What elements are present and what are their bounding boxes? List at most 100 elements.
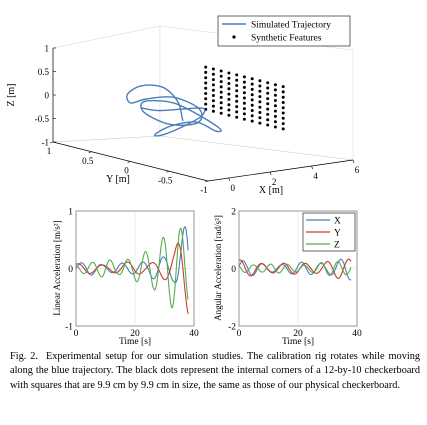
z-tick-label: 0	[45, 91, 50, 101]
feature-point	[266, 118, 270, 122]
feature-point	[235, 73, 239, 77]
feature-point	[242, 96, 246, 100]
feature-point	[235, 84, 239, 87]
feature-point	[250, 109, 254, 112]
y-tick-label: 0	[231, 265, 236, 275]
feature-point	[227, 113, 231, 117]
legend-features-label: Synthetic Features	[251, 34, 322, 44]
trajectory-3d-plot: 1 0.5 0 -0.5 -1 1 0.5 0 -0.5 -1 0 2 4 6 Z [m] Y [m]…	[6, 15, 360, 196]
linear-x-label: Time [s]	[119, 337, 151, 347]
feature-point	[227, 108, 231, 112]
feature-point	[235, 105, 239, 109]
y-tick-label: 1	[68, 208, 73, 218]
x-tick-label: 2	[272, 177, 277, 187]
feature-point	[227, 87, 231, 91]
x-tick-mark	[352, 159, 355, 164]
feature-point	[242, 107, 246, 111]
x-tick-mark	[228, 177, 230, 182]
legend-y-label: Y	[334, 229, 341, 239]
feature-point	[219, 101, 223, 105]
feature-point	[250, 103, 254, 107]
feature-point	[235, 99, 239, 103]
feature-point	[235, 110, 239, 114]
synthetic-features-grid	[204, 65, 285, 131]
feature-point	[258, 121, 262, 125]
feature-point	[219, 80, 223, 84]
feature-point	[242, 75, 246, 79]
feature-point	[273, 104, 277, 108]
feature-point	[250, 114, 254, 118]
y-tick-mark	[127, 161, 131, 163]
legend-features-swatch	[232, 35, 236, 39]
z-tick-label: -0.5	[35, 114, 50, 124]
linear-series	[75, 226, 189, 315]
feature-point	[219, 90, 223, 94]
feature-point	[219, 85, 223, 89]
feature-point	[258, 105, 262, 109]
caption-label: Fig. 2.	[10, 351, 38, 362]
y-tick-label: 0	[68, 265, 73, 275]
z-tick-label: 0.5	[38, 67, 50, 77]
caption-text: Experimental setup for our simulation st…	[10, 351, 421, 391]
feature-point	[266, 123, 270, 127]
angular-series	[238, 258, 352, 281]
legend-angular: X Y Z	[302, 212, 356, 252]
feature-point	[219, 95, 223, 99]
x-tick-mark	[269, 171, 272, 176]
y-tick-label: 1	[47, 146, 52, 156]
y-tick-mark	[49, 141, 54, 144]
feature-point	[273, 93, 277, 97]
feature-point	[227, 92, 231, 96]
feature-point	[211, 83, 215, 87]
feature-point	[266, 97, 270, 101]
feature-point	[281, 111, 285, 115]
feature-point	[250, 98, 254, 102]
feature-point	[281, 85, 285, 89]
feature-point	[281, 116, 285, 120]
feature-point	[204, 92, 208, 95]
feature-point	[204, 65, 208, 69]
series-line-z	[75, 227, 189, 309]
z-ticks: 1 0.5 0 -0.5 -1	[35, 44, 56, 148]
y-tick-label: -0.5	[158, 175, 173, 185]
feature-point	[235, 89, 239, 93]
feature-point	[281, 90, 285, 94]
feature-point	[273, 83, 277, 87]
feature-point	[273, 109, 277, 113]
feature-point	[227, 97, 231, 101]
feature-point	[211, 104, 215, 108]
feature-point	[266, 81, 270, 85]
feature-point	[204, 81, 208, 85]
legend-3d: Simulated Trajectory Synthetic Features	[217, 15, 351, 47]
feature-point	[258, 79, 262, 83]
y-tick-label: 2	[231, 208, 236, 218]
z-axis-label: Z [m]	[6, 83, 17, 106]
linear-y-label: Linear Acceleration [m/s²]	[52, 220, 62, 315]
y-tick-label: -2	[228, 323, 236, 333]
feature-point	[227, 82, 231, 85]
y-tick-label: 0	[124, 166, 129, 176]
feature-point	[219, 106, 223, 110]
feature-point	[242, 101, 246, 105]
feature-point	[266, 91, 270, 95]
feature-point	[204, 70, 208, 74]
feature-point	[281, 122, 285, 126]
y-tick-mark	[204, 180, 209, 183]
feature-point	[211, 109, 215, 113]
feature-point	[219, 69, 223, 73]
x-tick-label: 0	[74, 329, 79, 339]
series-line-y	[75, 242, 189, 315]
feature-point	[227, 103, 231, 107]
y-tick-label: -1	[200, 185, 208, 195]
feature-point	[281, 95, 285, 99]
z-tick-label: 1	[45, 44, 50, 54]
feature-point	[242, 91, 246, 95]
feature-point	[242, 112, 246, 116]
feature-point	[266, 86, 270, 90]
legend-trajectory-label: Simulated Trajectory	[251, 21, 331, 31]
x-tick-label: 20	[130, 329, 140, 339]
feature-point	[250, 82, 254, 86]
